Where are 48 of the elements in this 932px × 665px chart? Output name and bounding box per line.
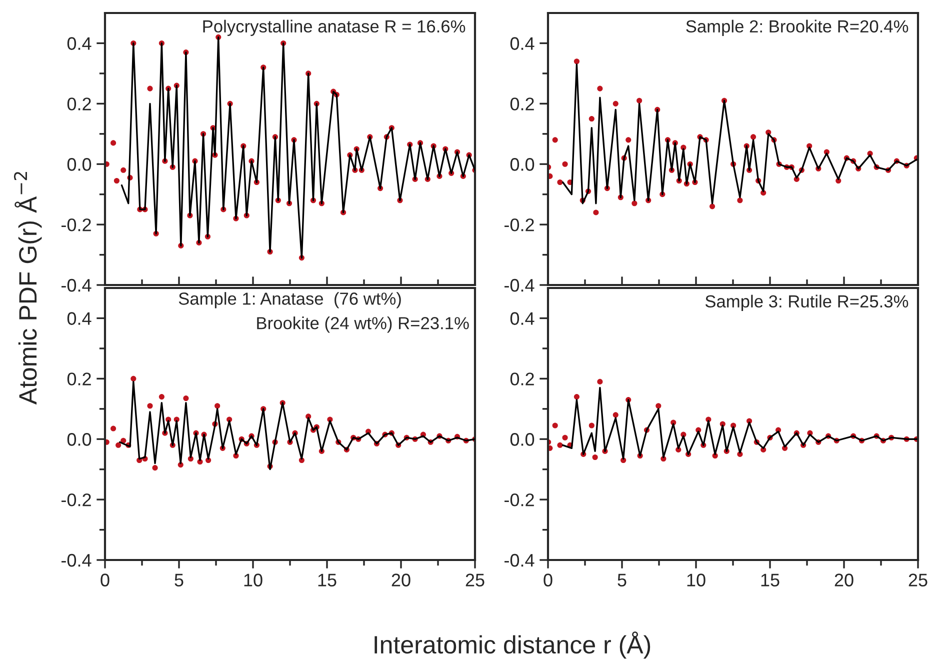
point — [588, 422, 594, 428]
y-tick-label: 0.0 — [510, 158, 534, 171]
y-tick-label: 0.2 — [67, 98, 91, 110]
y-tick-label: -0.4 — [504, 278, 534, 292]
y-tick-label: 0.0 — [67, 433, 92, 446]
point — [552, 422, 558, 428]
text: Brookite (24 wt%) R=23.1% — [257, 316, 469, 333]
y-tick-label: -0.4 — [62, 554, 92, 567]
y-axis-title: Atomic PDF G(r) Å$^{−2}$ — [14, 172, 42, 405]
point — [597, 378, 603, 384]
x-tick-label: 0 — [544, 574, 552, 586]
chart-title: Sample 2: Brookite R=20.4% — [686, 20, 908, 36]
x-tick-label: 10 — [244, 574, 262, 586]
y-tick-label: 0.0 — [67, 158, 92, 171]
chart-title: Polycrystalline anatase R = 16.6% — [203, 20, 466, 36]
y-tick-label: 0.4 — [510, 312, 534, 325]
point — [557, 442, 563, 448]
x-tick-label: 15 — [761, 574, 780, 586]
x-tick-label: 15 — [318, 574, 336, 586]
x-tick-label: 5 — [174, 574, 184, 586]
y-tick-label: 0.2 — [510, 372, 534, 386]
y-tick-label: 0.4 — [67, 312, 92, 325]
y-tick-label: -0.4 — [62, 278, 92, 292]
x-tick-label: 0 — [100, 574, 110, 586]
y-tick-label: 0.2 — [510, 98, 534, 110]
point — [612, 412, 618, 418]
point — [656, 403, 662, 409]
y-tick-label: -0.4 — [504, 554, 534, 567]
point — [574, 394, 580, 400]
y-tick-label: -0.2 — [62, 493, 91, 506]
x-tick-label: 20 — [392, 574, 410, 586]
chart-title: Sample 1: Anatase (76 wt%) — [178, 292, 401, 308]
y-tick-label: -0.2 — [504, 493, 534, 506]
x-axis-title: Interatomic distance r (Å) — [374, 632, 650, 659]
chart-title: Sample 3: Rutile R=25.3% — [705, 294, 908, 311]
x-tick-label: 20 — [834, 574, 854, 586]
x-tick-label: 25 — [466, 574, 484, 586]
y-tick-label: -0.2 — [504, 218, 534, 232]
point — [562, 434, 568, 440]
y-tick-label: 0.2 — [67, 372, 91, 386]
x-tick-label: 25 — [908, 574, 928, 586]
y-tick-label: 0.4 — [67, 37, 92, 50]
x-tick-label: 10 — [687, 574, 706, 586]
y-tick-label: 0.4 — [510, 37, 534, 50]
y-tick-label: -0.2 — [62, 218, 91, 232]
point — [592, 454, 598, 460]
x-tick-label: 5 — [618, 574, 626, 586]
y-tick-label: 0.0 — [510, 433, 534, 446]
